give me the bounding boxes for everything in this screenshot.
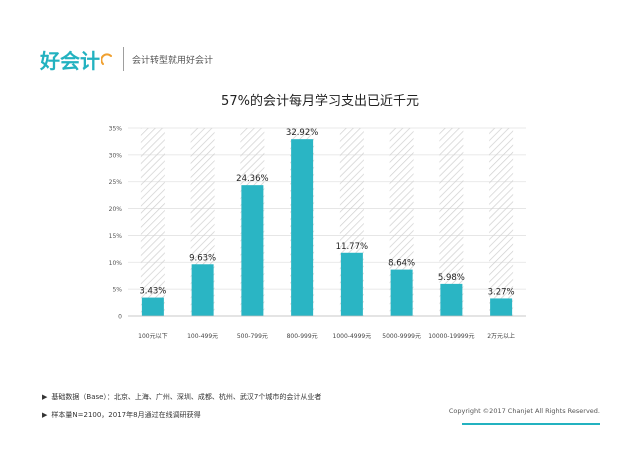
y-tick-label: 30% [109, 152, 123, 159]
triangle-bullet-icon: ▶ [42, 411, 48, 419]
y-tick-label: 10% [109, 260, 123, 267]
logo-arc-icon [101, 53, 112, 65]
data-label: 5.98% [438, 273, 465, 283]
footer-line-1: 基础数据（Base）：北京、上海、广州、深圳、成都、杭州、武汉7个城市的会计从业… [51, 393, 322, 401]
x-tick-label: 500-799元 [237, 333, 268, 340]
x-tick-label: 1000-4999元 [333, 333, 372, 340]
bottom-accent-line [462, 423, 600, 425]
chart-title: 57%的会计每月学习支出已近千元 [221, 94, 419, 109]
copyright: Copyright ©2017 Chanjet All Rights Reser… [448, 407, 600, 415]
x-tick-label: 2万元以上 [487, 332, 515, 340]
bar [241, 185, 264, 316]
triangle-bullet-icon: ▶ [42, 393, 48, 401]
bar [191, 264, 214, 316]
footer-base-note: ▶ 基础数据（Base）：北京、上海、广州、深圳、成都、杭州、武汉7个城市的会计从… [42, 392, 321, 402]
data-label: 9.63% [189, 253, 216, 263]
y-tick-label: 35% [109, 126, 123, 133]
data-label: 24.36% [236, 174, 268, 184]
data-label: 32.92% [286, 128, 318, 138]
footer-sample-note: ▶ 样本量N=2100，2017年8月通过在线调研获得 [42, 410, 201, 420]
logo: 好会计 [40, 45, 113, 74]
bar [390, 269, 413, 316]
y-tick-label: 5% [112, 287, 122, 294]
y-tick-label: 25% [109, 179, 123, 186]
bar-background [140, 128, 165, 316]
data-label: 3.43% [139, 287, 166, 297]
bar [490, 298, 513, 316]
x-tick-label: 5000-9999元 [382, 333, 421, 340]
y-tick-label: 20% [109, 206, 123, 213]
slogan: 会计转型就用好会计 [132, 55, 214, 66]
header-divider [123, 47, 124, 71]
header: 好会计 会计转型就用好会计 [40, 45, 214, 74]
bar-background [489, 128, 514, 316]
x-tick-label: 800-999元 [287, 333, 318, 340]
bar [291, 139, 314, 316]
x-tick-label: 100元以下 [138, 333, 167, 340]
x-tick-label: 10000-19999元 [428, 333, 474, 340]
y-tick-label: 15% [109, 233, 123, 240]
bar [141, 297, 164, 316]
data-label: 8.64% [388, 259, 415, 269]
data-label: 3.27% [488, 287, 515, 297]
data-label: 11.77% [336, 242, 368, 252]
bar [340, 252, 363, 316]
bar [440, 283, 463, 316]
footer-line-2: 样本量N=2100，2017年8月通过在线调研获得 [51, 411, 201, 419]
x-tick-label: 100-499元 [187, 333, 218, 340]
logo-text: 好会计 [40, 48, 100, 73]
y-tick-label: 0 [118, 314, 122, 321]
